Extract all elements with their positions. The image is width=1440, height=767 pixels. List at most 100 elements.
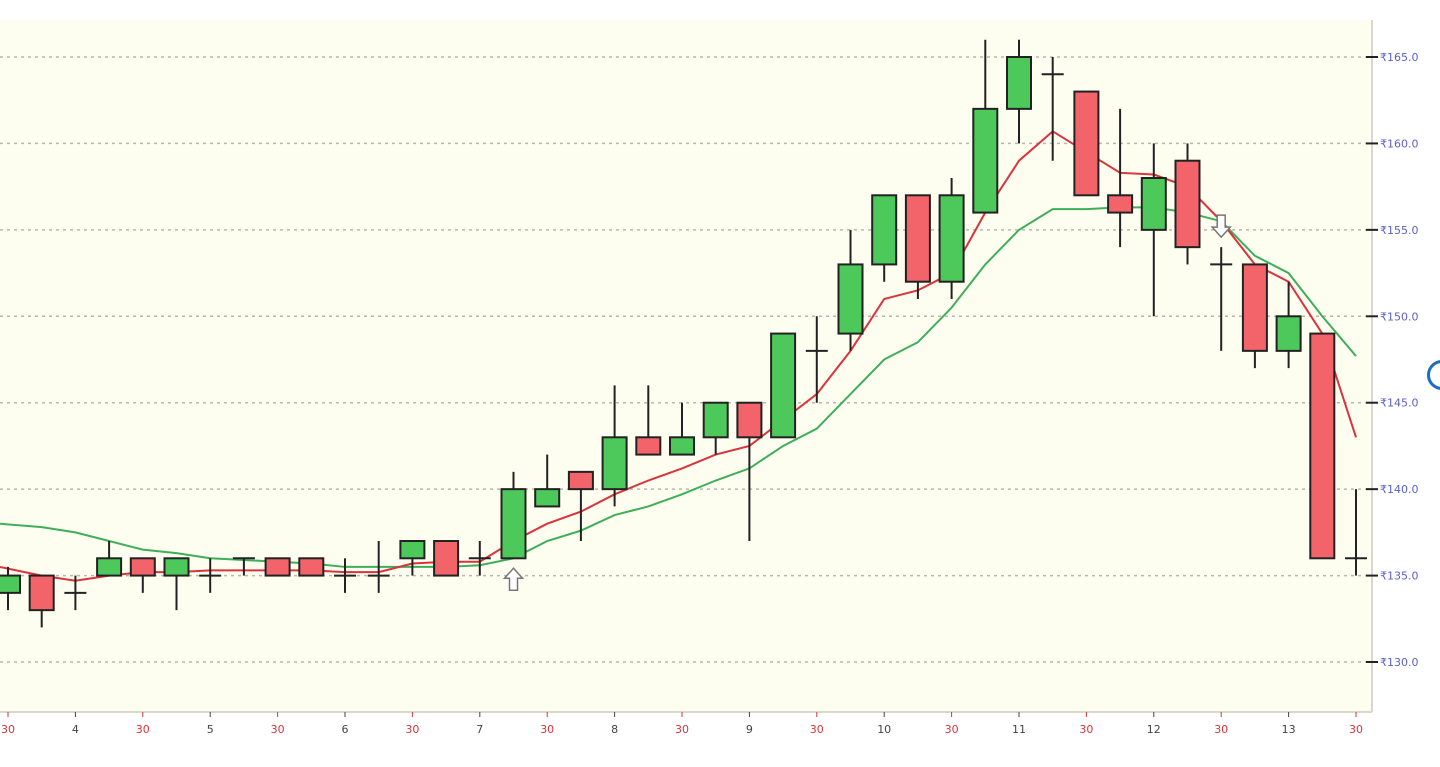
x-tick-label: 11 [1012,723,1026,736]
candle-body [433,540,460,577]
candle [736,401,763,542]
y-tick-label: ₹130.0 [1380,656,1419,669]
x-tick-label: 30 [540,723,554,736]
candle-body [938,194,965,283]
gridlines [0,56,1372,663]
candles [0,39,1367,628]
candle-body [1107,194,1134,214]
candle [264,557,291,577]
x-tick-label: 8 [611,723,618,736]
candle [129,557,156,593]
candle [567,470,594,542]
candle [601,385,628,507]
candle [468,541,491,576]
candle [1275,281,1302,369]
fast-ma-line [0,130,1357,582]
candle [399,540,426,576]
x-tick-label: 30 [675,723,689,736]
candle [669,402,695,456]
candle [1107,108,1134,248]
candle [837,229,864,351]
x-tick-label: 30 [136,723,150,736]
candle-body [500,488,527,560]
candle-body [770,332,797,439]
candle-body [904,194,931,283]
candle-body [129,557,156,577]
candle-body [534,488,561,508]
candle [433,540,460,577]
candle [534,454,561,508]
arrow-up-icon [502,567,525,592]
arrow-down-icon [1210,214,1232,239]
candle [770,332,797,439]
candle [1345,489,1367,576]
candle [1041,57,1064,161]
candle [96,541,123,577]
candle-body [0,574,21,594]
x-tick-label: 12 [1147,723,1161,736]
candle [1073,90,1100,197]
candle [1241,263,1268,369]
candle-body [871,194,898,266]
candle [871,194,898,282]
candle-body [28,574,55,612]
x-tick-label: 30 [271,723,285,736]
x-axis: 30 4 30 5 30 6 30 7 30 8 30 9 30 10 30 11 30 12 30 13 30 [0,711,1372,736]
candle [367,541,390,593]
x-tick-label: 6 [342,723,349,736]
candle [199,558,222,593]
x-tick-label: 30 [405,723,419,736]
candle [28,574,55,628]
candle [1140,143,1167,317]
candle [702,401,729,455]
x-tick-label: 30 [810,723,824,736]
candle-body [163,557,190,577]
x-tick-label: 9 [746,723,753,736]
candle-body [1174,159,1201,249]
candle-body [1309,332,1336,560]
candle-body [1006,56,1032,110]
y-tick-label: ₹160.0 [1380,137,1419,150]
y-tick-label: ₹140.0 [1380,483,1419,496]
y-tick-label: ₹135.0 [1380,570,1419,583]
candle [805,316,828,403]
x-tick-label: 30 [1214,723,1228,736]
y-tick-label: ₹155.0 [1380,224,1419,237]
candle [1210,247,1233,351]
candle-body [399,540,426,560]
candle-body [669,436,695,456]
candle-body [1241,263,1268,352]
x-tick-label: 30 [1349,723,1363,736]
y-tick-label: ₹150.0 [1380,310,1419,323]
y-tick-label: ₹145.0 [1380,397,1419,410]
x-tick-label: 30 [945,723,959,736]
candle-body [972,107,999,214]
candle [0,566,21,611]
y-tick-label: ₹165.0 [1380,51,1419,64]
x-tick-label: 7 [476,723,483,736]
candle [972,39,999,214]
candle [298,557,325,577]
candle [1006,39,1032,144]
x-tick-label: 5 [207,723,214,736]
x-tick-label: 4 [72,723,79,736]
candle [1174,143,1201,265]
candle-body [1140,177,1167,231]
candle [500,471,527,560]
candle [163,557,190,611]
candle-body [702,401,729,439]
x-tick-label: 10 [877,723,891,736]
candle [938,178,965,300]
plot-area [0,20,1372,712]
candle [334,558,356,593]
candle-body [736,401,763,439]
candle-body [298,557,325,577]
x-tick-label: 30 [1,723,15,736]
candle-body [1275,315,1302,352]
candle-body [96,557,123,577]
candle [635,385,662,456]
candle-body [567,470,594,491]
candle [232,557,255,576]
signals [502,214,1232,592]
